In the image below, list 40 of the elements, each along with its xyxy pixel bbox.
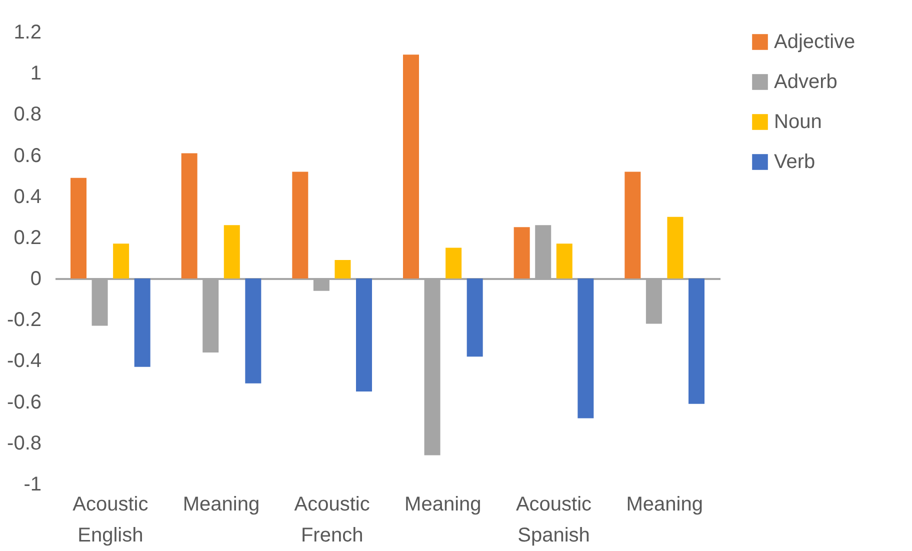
bar xyxy=(514,227,530,279)
bar xyxy=(578,278,594,418)
y-tick-label: 1.2 xyxy=(14,22,42,44)
y-tick-label: 0.4 xyxy=(14,186,42,208)
bar xyxy=(446,248,462,279)
y-tick-label: -0.8 xyxy=(7,432,42,454)
bar xyxy=(402,54,419,279)
legend-label: Adjective xyxy=(774,31,856,53)
y-tick-label: -0.4 xyxy=(7,350,42,372)
y-tick-label: 0.2 xyxy=(14,226,42,249)
bar xyxy=(556,244,572,279)
bar xyxy=(667,216,684,279)
bar xyxy=(334,260,351,279)
legend-label: Noun xyxy=(774,111,822,133)
bar xyxy=(624,172,641,279)
y-tick-label: -0.2 xyxy=(7,309,42,332)
y-tick-label: 0.8 xyxy=(14,104,42,126)
x-tick-label: Acoustic Spanish xyxy=(516,494,592,546)
bar xyxy=(224,225,240,279)
bar xyxy=(113,244,130,279)
y-tick-label: 0 xyxy=(30,268,42,290)
x-tick-label: Acoustic English xyxy=(72,494,148,546)
x-tick-label: Meaning xyxy=(404,494,482,516)
x-tick-label: Meaning xyxy=(182,494,260,516)
bar xyxy=(134,278,150,367)
y-tick-label: -1 xyxy=(24,474,42,496)
bar xyxy=(688,278,705,404)
y-tick-label: 1 xyxy=(30,62,42,85)
x-tick-label: Acoustic French xyxy=(294,494,370,546)
y-tick-label: 0.6 xyxy=(14,144,42,167)
bar xyxy=(181,153,198,279)
bar xyxy=(70,178,86,279)
bar xyxy=(356,278,372,392)
legend-label: Verb xyxy=(774,151,816,173)
bar xyxy=(292,172,308,279)
bar xyxy=(466,278,483,357)
bar xyxy=(245,278,262,384)
y-tick-label: -0.6 xyxy=(7,391,42,414)
x-tick-label: Meaning xyxy=(626,494,703,516)
legend-label: Adverb xyxy=(774,71,838,93)
